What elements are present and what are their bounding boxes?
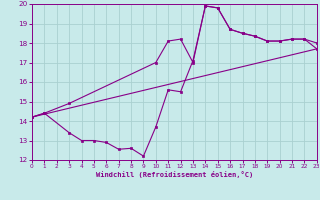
X-axis label: Windchill (Refroidissement éolien,°C): Windchill (Refroidissement éolien,°C)	[96, 171, 253, 178]
